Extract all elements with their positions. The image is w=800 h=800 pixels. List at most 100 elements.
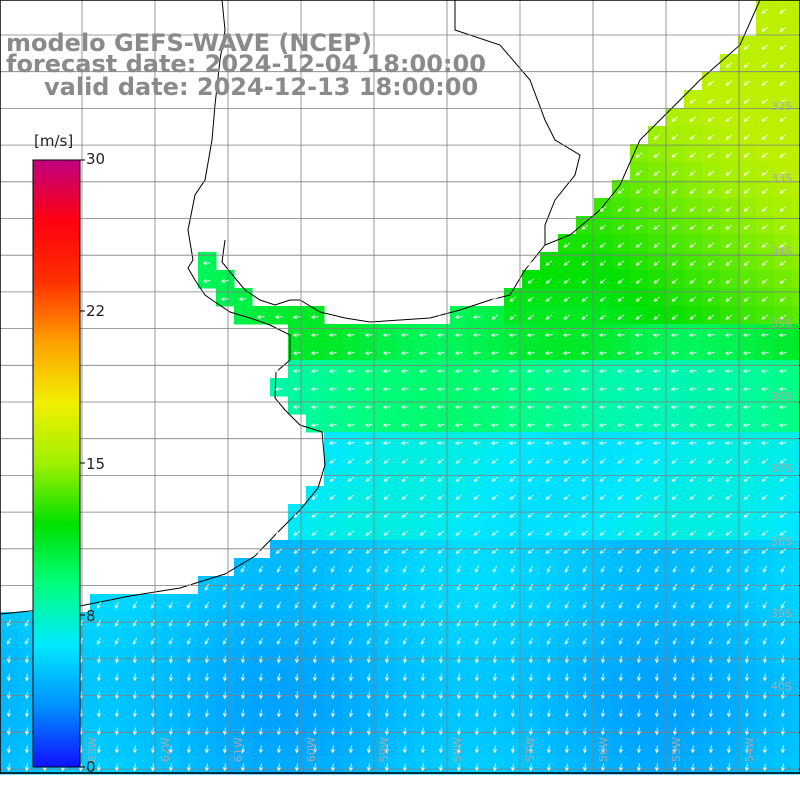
wind-cell — [378, 342, 397, 361]
wind-arrow — [24, 619, 30, 627]
wind-cell — [396, 522, 415, 541]
wind-cell — [648, 396, 667, 415]
wind-arrow — [474, 709, 479, 718]
wind-arrow — [671, 314, 679, 320]
wind-arrow — [276, 727, 281, 736]
wind-arrow — [472, 405, 481, 410]
wind-arrow — [744, 655, 749, 664]
wind-arrow — [401, 494, 409, 500]
wind-cell — [666, 360, 685, 379]
wind-arrow — [636, 619, 642, 627]
wind-arrow — [617, 494, 625, 500]
wind-cell — [612, 288, 631, 307]
wind-arrow — [436, 351, 445, 356]
wind-arrow — [724, 423, 733, 428]
wind-cell — [756, 252, 775, 271]
wind-cell — [324, 414, 343, 433]
wind-arrow — [330, 673, 335, 682]
wind-cell — [630, 144, 649, 163]
wind-cell — [792, 198, 800, 217]
wind-arrow — [328, 333, 337, 338]
wind-arrow — [708, 601, 714, 609]
wind-arrow — [634, 405, 643, 410]
wind-cell — [684, 342, 703, 361]
wind-arrow — [382, 333, 391, 338]
wind-cell — [738, 414, 757, 433]
wind-cell — [18, 630, 37, 649]
wind-cell — [684, 270, 703, 289]
wind-arrow — [706, 405, 715, 410]
wind-arrow — [635, 548, 643, 554]
wind-arrow — [654, 601, 660, 609]
wind-cell — [378, 540, 397, 559]
wind-cell — [630, 306, 649, 325]
wind-arrow — [510, 709, 515, 718]
wind-arrow — [527, 530, 535, 536]
wind-cell — [378, 558, 397, 577]
wind-cell — [792, 0, 800, 19]
wind-arrow — [672, 565, 678, 573]
wind-cell — [126, 612, 145, 631]
wind-cell — [684, 234, 703, 253]
wind-arrow — [383, 494, 391, 500]
wind-cell — [720, 270, 739, 289]
wind-cell — [288, 378, 307, 397]
wind-arrow — [437, 512, 445, 518]
wind-arrow — [564, 763, 569, 772]
wind-arrow — [725, 152, 733, 158]
wind-cell — [594, 468, 613, 487]
wind-cell — [306, 486, 325, 505]
wind-arrow — [545, 260, 553, 266]
wind-arrow — [653, 314, 661, 320]
wind-cell — [684, 144, 703, 163]
wind-arrow — [96, 601, 102, 609]
wind-arrow — [618, 763, 623, 772]
wind-cell — [684, 306, 703, 325]
wind-arrow — [546, 763, 551, 772]
wind-arrow — [400, 441, 409, 446]
wind-cell — [774, 90, 793, 109]
wind-arrow — [726, 745, 731, 754]
wind-cell — [774, 288, 793, 307]
wind-cell — [756, 630, 775, 649]
wind-cell — [90, 612, 109, 631]
wind-cell — [630, 594, 649, 613]
wind-arrow — [761, 494, 769, 500]
wind-arrow — [779, 512, 787, 518]
wind-arrow — [474, 727, 479, 736]
wind-arrow — [400, 369, 409, 374]
wind-cell — [594, 360, 613, 379]
wind-arrow — [689, 512, 697, 518]
wind-cell — [468, 504, 487, 523]
wind-arrow — [383, 548, 391, 554]
wind-arrow — [492, 709, 497, 718]
wind-cell — [576, 216, 595, 235]
wind-arrow — [312, 763, 317, 772]
wind-arrow — [635, 314, 643, 320]
wind-arrow — [563, 494, 571, 500]
wind-arrow — [330, 709, 335, 718]
wind-arrow — [617, 530, 625, 536]
wind-cell — [486, 324, 505, 343]
wind-cell — [720, 198, 739, 217]
wind-arrow — [671, 152, 679, 158]
wind-arrow — [724, 405, 733, 410]
wind-arrow — [708, 619, 714, 627]
wind-arrow — [689, 206, 697, 212]
wind-arrow — [726, 619, 732, 627]
wind-cell — [756, 180, 775, 199]
wind-arrow — [456, 673, 461, 682]
wind-cell — [630, 522, 649, 541]
wind-arrow — [690, 691, 695, 700]
wind-cell — [522, 342, 541, 361]
wind-arrow — [490, 405, 499, 410]
wind-arrow — [761, 188, 769, 194]
wind-cell — [216, 270, 235, 289]
wind-cell — [792, 360, 800, 379]
wind-cell — [756, 414, 775, 433]
wind-arrow — [726, 601, 732, 609]
wind-cell — [684, 414, 703, 433]
wind-cell — [792, 18, 800, 37]
coastline — [0, 0, 761, 615]
wind-cell — [792, 756, 800, 775]
